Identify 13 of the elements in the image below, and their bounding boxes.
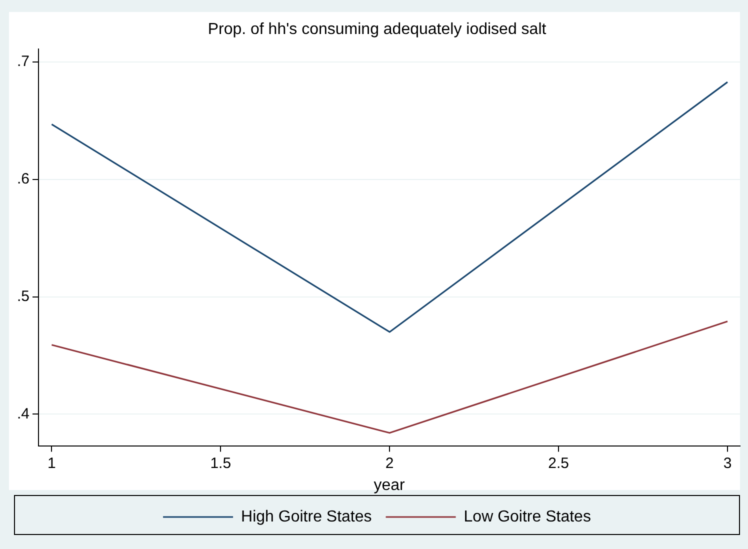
x-tick-label: 2 (385, 454, 394, 472)
legend-label: High Goitre States (241, 508, 372, 526)
chart-title: Prop. of hh's consuming adequately iodised salt (208, 21, 547, 38)
x-tick-label: 2.5 (548, 454, 569, 472)
legend-label: Low Goitre States (464, 508, 591, 526)
y-tick-label: .6 (16, 170, 30, 188)
y-tick-label: .7 (16, 53, 30, 70)
y-tick-label: .5 (16, 288, 30, 305)
x-tick-label: 3 (723, 454, 732, 472)
x-axis-title: year (374, 476, 406, 494)
x-tick-label: 1 (48, 454, 56, 472)
x-tick-label: 1.5 (210, 454, 232, 472)
y-tick-label: .4 (16, 405, 30, 422)
